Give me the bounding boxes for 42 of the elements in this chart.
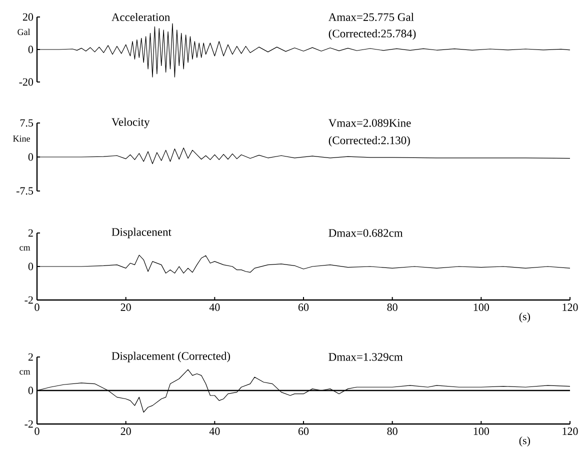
y-axis-title: Gal [18,28,30,36]
y-tick-label: 7.5 [20,119,34,127]
chart-title: Acceleration [112,12,170,22]
x-tick-label: 40 [209,304,220,311]
x-tick-label: 60 [298,304,309,311]
x-tick-label: 80 [387,304,398,311]
annotation: Dmax=1.329cm [328,353,403,361]
x-tick-label: 120 [562,304,578,311]
x-axis-title: (s) [519,312,530,322]
chart-title: Displacement (Corrected) [112,352,230,362]
x-tick-label: 100 [474,304,489,311]
x-tick-label: 120 [562,428,578,435]
y-tick-label: 0 [28,386,34,394]
annotation: Dmax=0.682cm [328,229,403,237]
annotation: (Corrected:25.784) [328,29,416,40]
y-tick-label: -7.5 [16,187,34,195]
y-tick-label: 20 [22,13,34,21]
x-tick-label: 40 [209,428,220,435]
y-tick-label: 0 [28,153,34,161]
y-tick-label: 0 [28,46,34,54]
x-tick-label: 60 [298,428,309,435]
y-axis-title: Kine [13,136,30,142]
x-tick-label: 80 [387,428,398,435]
annotation: Vmax=2.089Kine [328,119,411,127]
x-tick-label: 20 [120,304,131,311]
chart-title: Velocity [112,118,150,128]
y-tick-label: 2 [28,353,33,361]
y-tick-label: 0 [28,262,34,270]
chart-title: Displacenent [112,228,172,238]
y-axis-title: cm [20,246,30,251]
y-tick-label: 2 [28,229,33,237]
y-tick-label: -2 [24,296,33,304]
x-tick-label: 20 [120,428,131,435]
annotation: (Corrected:2.130) [328,136,410,147]
y-axis-title: cm [20,370,30,375]
y-tick-label: -2 [24,420,33,428]
x-tick-label: 0 [34,304,40,311]
x-axis-title: (s) [519,436,530,446]
annotation: Amax=25.775 Gal [328,12,414,22]
x-tick-label: 0 [34,428,40,435]
x-tick-label: 100 [474,428,489,435]
y-tick-label: -20 [19,78,34,86]
